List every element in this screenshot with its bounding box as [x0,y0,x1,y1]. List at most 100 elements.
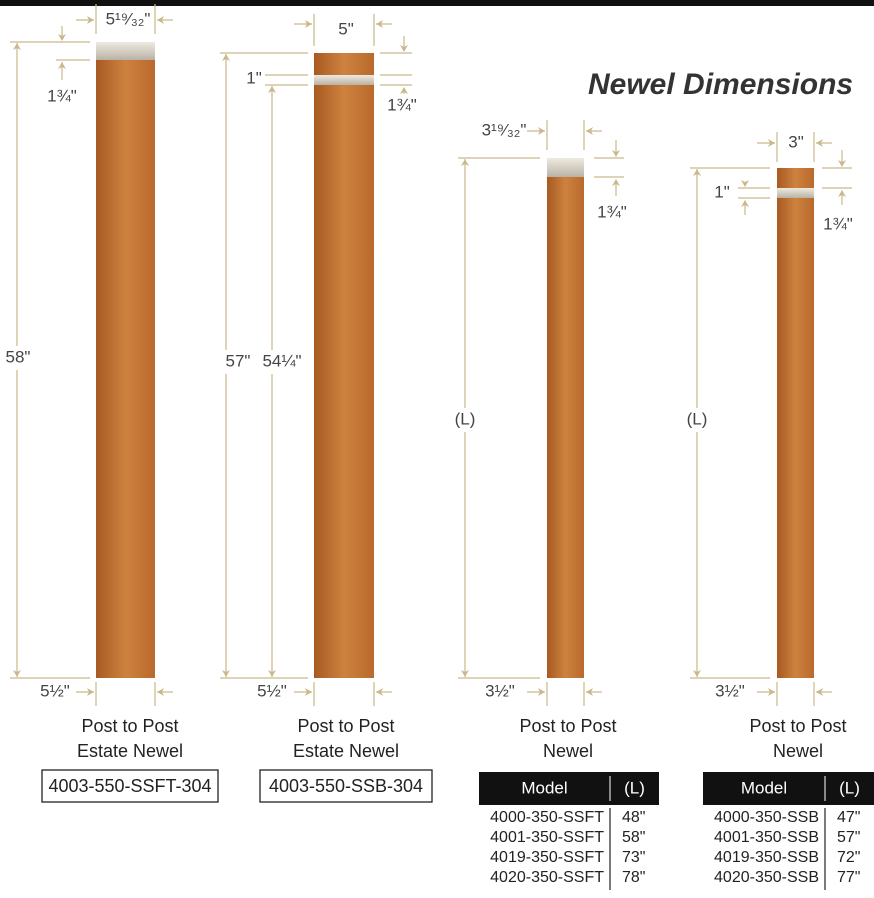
header-cell: (L) [624,778,645,797]
table-header [479,772,659,805]
cap-wood [314,53,374,75]
table-cell: 4001-350-SSFT [490,829,604,846]
table-cell: 72" [837,849,860,866]
dim-label: 1" [714,182,730,201]
dim-label: 3½" [715,681,745,700]
arrowhead [268,670,276,677]
dim-label: 3½" [485,681,515,700]
dim-label: 3" [788,132,804,151]
header-cell: (L) [839,778,860,797]
arrowhead [816,139,823,147]
table-cell: 4019-350-SSFT [490,849,604,866]
dim-label: 54¼" [262,351,301,370]
arrowhead [87,688,94,696]
post-name: Post to Post [519,716,616,736]
title: Newel Dimensions [588,68,853,101]
post-name: Estate Newel [293,741,399,761]
dim-label: 1" [246,68,262,87]
table-cell: 73" [622,849,645,866]
dim-label: 5½" [40,681,70,700]
arrowhead [58,34,66,41]
arrowhead [376,20,383,28]
table-cell: 4020-350-SSB [714,869,819,886]
arrowhead [157,16,164,24]
table-cell: 58" [622,829,645,846]
model-tables: Model (L) 4000-350-SSFT 48" 4001-350-SSFT 58"… [479,772,874,890]
post-name: Post to Post [81,716,178,736]
model: 4003-550-SSB-304 [269,776,423,796]
table-header [703,772,874,805]
dim-label: 5¹⁹⁄₃₂" [106,9,151,28]
dim-label: 1¾" [47,86,77,105]
table-cell: 4020-350-SSFT [490,869,604,886]
table-cell: 77" [837,869,860,886]
arrowhead [741,180,749,187]
table-cell: 4000-350-SSB [714,809,819,826]
table-cell: 4000-350-SSFT [490,809,604,826]
table-cell: 48" [622,809,645,826]
dim-label: 57" [226,351,251,370]
model-box [41,769,219,803]
dim-label: 1¾" [823,214,853,233]
arrowhead [816,688,823,696]
post-name: Newel [773,741,823,761]
arrowhead [693,169,701,176]
cap-ring [314,75,374,85]
dim-label: 5½" [257,681,287,700]
post-name: Newel [543,741,593,761]
table-cell: 4001-350-SSB [714,829,819,846]
arrowhead [305,688,312,696]
table-cell: 47" [837,809,860,826]
arrowhead [461,159,469,166]
post-name: Post to Post [749,716,846,736]
arrowhead [58,62,66,69]
post-name: Post to Post [297,716,394,736]
header-cell: Model [521,778,567,797]
post [314,85,374,678]
header-cell: Model [741,778,787,797]
dim-label: (L) [455,409,476,428]
dim-label: 1¾" [387,95,417,114]
label-bg [448,408,482,432]
dim-label: (L) [687,409,708,428]
arrowhead [13,670,21,677]
top-bar [0,0,874,6]
post-name: Estate Newel [77,741,183,761]
cap [96,42,155,60]
cap [547,158,584,177]
model: 4003-550-SSFT-304 [48,776,211,796]
dim-label: 5" [338,19,354,38]
arrowhead [768,688,775,696]
table-cell: 57" [837,829,860,846]
arrowhead [693,670,701,677]
table-cell: 78" [622,869,645,886]
cap-wood [777,168,814,188]
label-bg [680,408,714,432]
label-bg [2,346,36,370]
post [547,177,584,678]
table-cell: 4019-350-SSB [714,849,819,866]
arrowhead [461,670,469,677]
label-bg [212,350,312,374]
arrowhead [376,688,383,696]
arrowhead [222,54,230,61]
arrowhead [586,127,593,135]
arrowhead [87,16,94,24]
dim-label: 3¹⁹⁄₃₂" [482,120,527,139]
arrowhead [768,139,775,147]
arrowhead [586,688,593,696]
arrowhead [538,127,545,135]
post [777,198,814,678]
arrowhead [157,688,164,696]
arrowhead [268,86,276,93]
cap-ring [777,188,814,198]
post [96,60,155,678]
arrowhead [538,688,545,696]
arrowhead [13,43,21,50]
dim-label: 1¾" [597,202,627,221]
model-box [259,769,433,803]
dim-label: 58" [6,347,31,366]
arrowhead [305,20,312,28]
arrowhead [222,670,230,677]
